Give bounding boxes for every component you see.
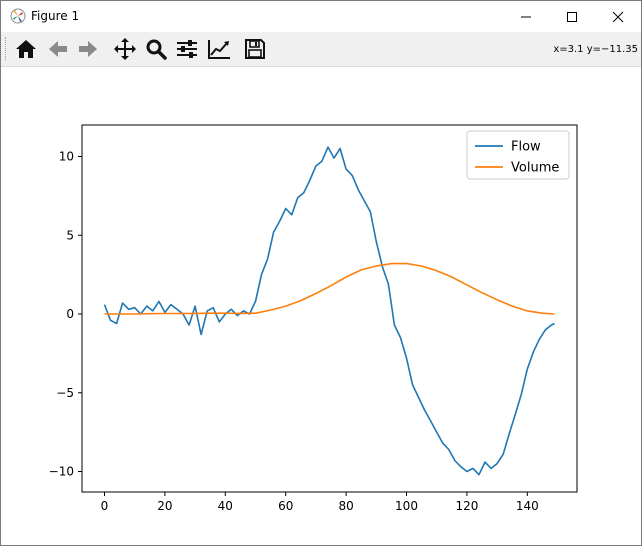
navigation-toolbar: x=3.1 y=−11.35 (1, 32, 641, 67)
home-icon (16, 40, 36, 58)
y-tick-label: 0 (66, 307, 74, 321)
x-tick-label: 60 (278, 499, 293, 513)
maximize-button[interactable] (549, 1, 595, 32)
x-tick-label: 0 (101, 499, 109, 513)
y-tick-label: −10 (49, 465, 74, 479)
legend-label-flow: Flow (511, 140, 541, 155)
minimize-icon (521, 16, 531, 17)
home-button[interactable] (12, 35, 40, 63)
x-tick-label: 80 (338, 499, 353, 513)
save-disk-icon (245, 39, 265, 59)
window-title: Figure 1 (31, 9, 80, 23)
x-tick-label: 140 (516, 499, 539, 513)
close-icon (612, 11, 624, 22)
save-button[interactable] (241, 35, 269, 63)
matplotlib-app-icon (10, 8, 26, 24)
forward-arrow-icon (79, 41, 97, 57)
figure-canvas[interactable]: 0 20 40 60 80 100 120 140 −10 −5 0 5 10 Flow Volume (1, 67, 641, 545)
back-button[interactable] (44, 35, 72, 63)
series-line-volume (104, 262, 555, 315)
y-tick-label: 10 (59, 150, 74, 164)
zoom-button[interactable] (142, 35, 170, 63)
edit-axes-button[interactable] (205, 35, 233, 63)
cursor-coordinates: x=3.1 y=−11.35 (553, 44, 638, 55)
y-tick-label: −5 (56, 386, 74, 400)
maximize-icon (567, 11, 577, 22)
toolbar-grip[interactable] (5, 37, 9, 61)
zoom-magnifier-icon (146, 39, 167, 60)
minimize-button[interactable] (503, 1, 549, 32)
forward-button[interactable] (74, 35, 102, 63)
series-line-flow (103, 146, 555, 476)
y-tick-label: 5 (66, 228, 74, 242)
x-tick-label: 100 (395, 499, 418, 513)
legend-label-volume: Volume (511, 161, 559, 176)
subplots-button[interactable] (173, 35, 201, 63)
edit-axes-icon (208, 40, 230, 59)
subplots-sliders-icon (177, 40, 197, 58)
pan-button[interactable] (111, 35, 139, 63)
close-button[interactable] (595, 1, 641, 32)
pan-move-icon (114, 38, 136, 60)
plot-svg[interactable]: 0 20 40 60 80 100 120 140 −10 −5 0 5 10 Flow Volume (1, 67, 641, 545)
back-arrow-icon (49, 41, 67, 57)
x-tick-label: 120 (455, 499, 478, 513)
x-tick-label: 40 (218, 499, 233, 513)
title-bar[interactable]: Figure 1 (1, 1, 641, 32)
x-tick-label: 20 (157, 499, 172, 513)
axes-frame (81, 124, 578, 493)
